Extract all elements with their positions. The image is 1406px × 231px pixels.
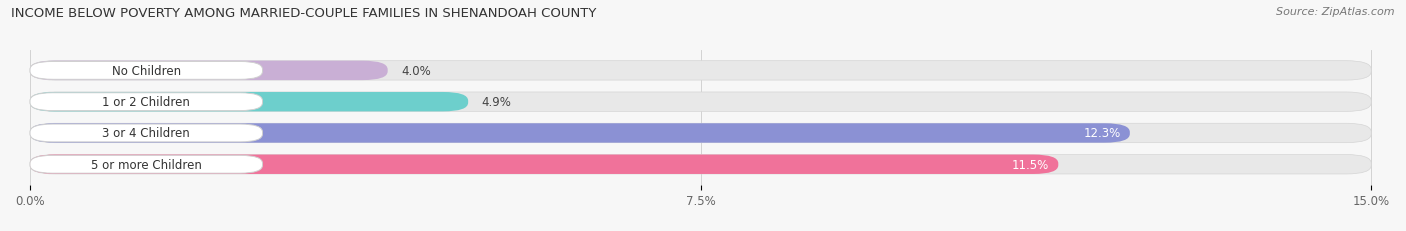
FancyBboxPatch shape <box>30 93 1371 112</box>
Text: 11.5%: 11.5% <box>1012 158 1049 171</box>
Text: No Children: No Children <box>111 65 181 78</box>
FancyBboxPatch shape <box>30 156 263 173</box>
FancyBboxPatch shape <box>30 125 263 142</box>
FancyBboxPatch shape <box>30 155 1059 174</box>
Text: Source: ZipAtlas.com: Source: ZipAtlas.com <box>1277 7 1395 17</box>
FancyBboxPatch shape <box>30 61 1371 81</box>
FancyBboxPatch shape <box>30 124 1371 143</box>
FancyBboxPatch shape <box>30 61 388 81</box>
FancyBboxPatch shape <box>30 124 1130 143</box>
Text: 4.0%: 4.0% <box>401 65 430 78</box>
FancyBboxPatch shape <box>30 155 1371 174</box>
Text: 3 or 4 Children: 3 or 4 Children <box>103 127 190 140</box>
FancyBboxPatch shape <box>30 93 263 111</box>
Text: 4.9%: 4.9% <box>482 96 512 109</box>
Text: INCOME BELOW POVERTY AMONG MARRIED-COUPLE FAMILIES IN SHENANDOAH COUNTY: INCOME BELOW POVERTY AMONG MARRIED-COUPL… <box>11 7 596 20</box>
Text: 12.3%: 12.3% <box>1084 127 1121 140</box>
Text: 5 or more Children: 5 or more Children <box>91 158 201 171</box>
Text: 1 or 2 Children: 1 or 2 Children <box>103 96 190 109</box>
FancyBboxPatch shape <box>30 93 468 112</box>
FancyBboxPatch shape <box>30 62 263 80</box>
